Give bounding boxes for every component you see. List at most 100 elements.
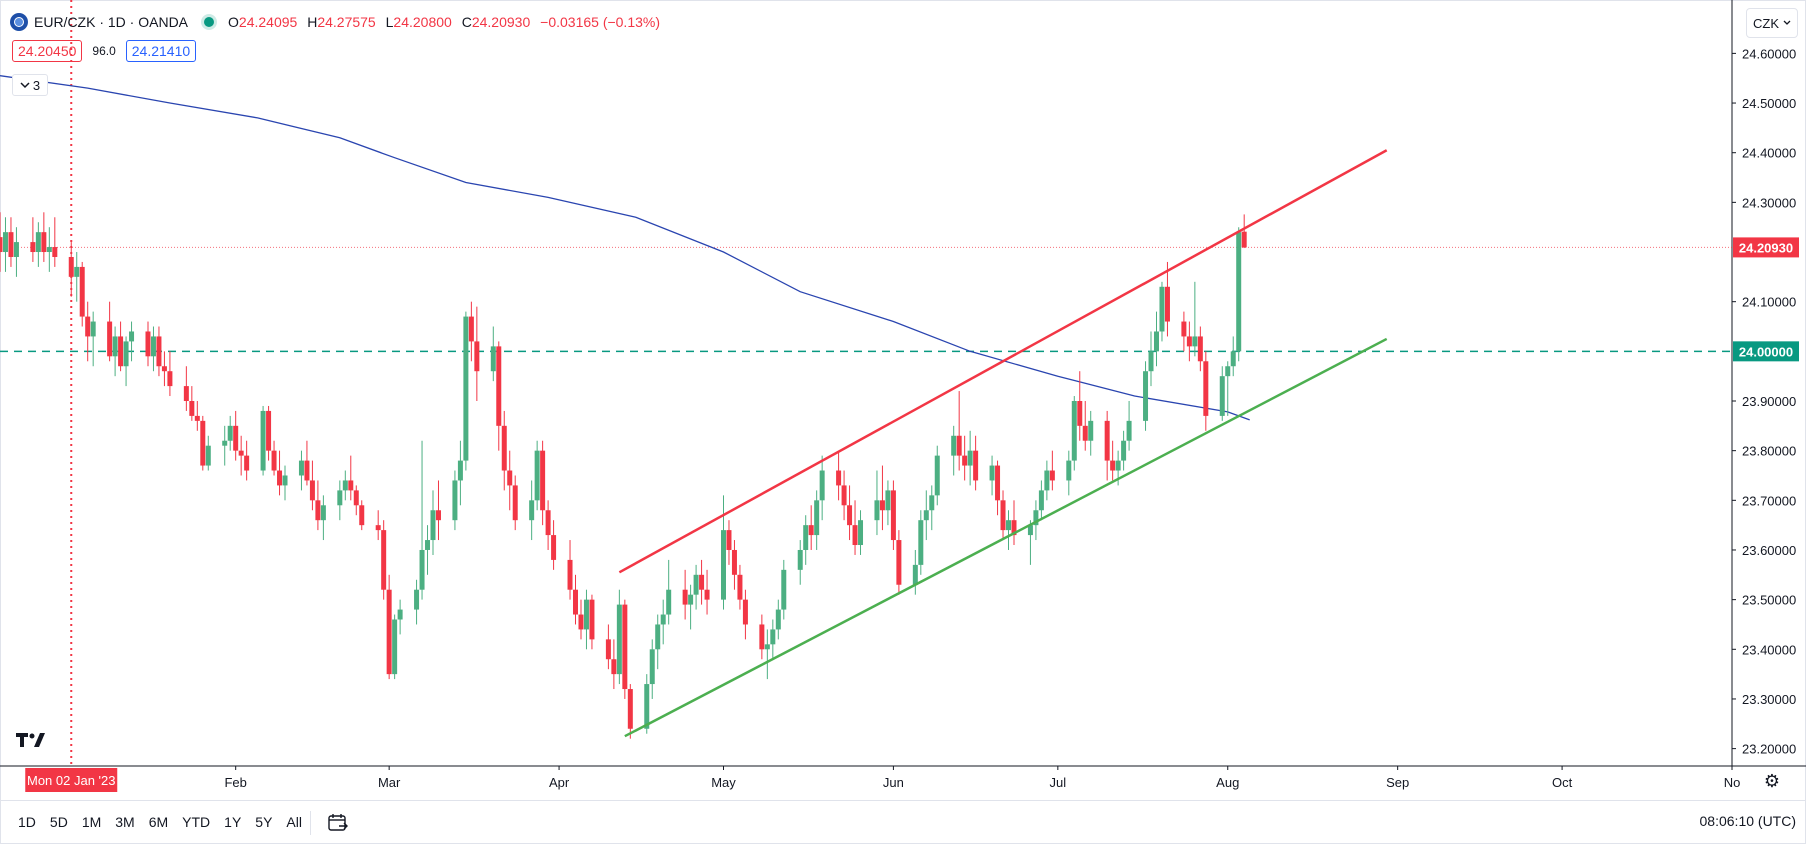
candle-body[interactable]	[836, 470, 842, 486]
candle-body[interactable]	[271, 450, 277, 471]
candle-body[interactable]	[266, 410, 272, 451]
candle-body[interactable]	[874, 500, 880, 521]
candle-body[interactable]	[1082, 425, 1088, 441]
candle-body[interactable]	[200, 420, 206, 466]
candle-body[interactable]	[8, 232, 14, 257]
candle-body[interactable]	[386, 589, 392, 675]
candle-body[interactable]	[1121, 440, 1127, 461]
candle-body[interactable]	[1236, 232, 1242, 352]
candle-body[interactable]	[1071, 401, 1077, 461]
candle-body[interactable]	[183, 386, 189, 401]
candle-body[interactable]	[123, 341, 129, 367]
candle-body[interactable]	[13, 242, 19, 257]
candle-body[interactable]	[934, 455, 940, 496]
candle-body[interactable]	[814, 500, 820, 536]
candle-body[interactable]	[1181, 321, 1187, 337]
candle-body[interactable]	[1104, 420, 1110, 461]
candle-body[interactable]	[759, 624, 765, 650]
candle-body[interactable]	[1033, 510, 1039, 526]
candle-body[interactable]	[879, 500, 885, 511]
candle-body[interactable]	[726, 530, 732, 550]
candle-body[interactable]	[704, 589, 710, 600]
candle-body[interactable]	[770, 629, 776, 645]
candle-body[interactable]	[30, 242, 36, 253]
candle-body[interactable]	[1197, 336, 1203, 362]
candle-body[interactable]	[912, 564, 918, 585]
range-button-all[interactable]: All	[286, 814, 302, 830]
candle-body[interactable]	[79, 266, 85, 317]
candle-body[interactable]	[282, 475, 288, 486]
candle-body[interactable]	[1126, 420, 1132, 441]
chart-settings-button[interactable]: ⚙	[1758, 770, 1786, 792]
candle-body[interactable]	[309, 480, 315, 501]
candle-body[interactable]	[1148, 351, 1154, 372]
candle-body[interactable]	[666, 589, 672, 615]
candle-body[interactable]	[353, 490, 359, 506]
candle-body[interactable]	[435, 510, 441, 521]
candle-body[interactable]	[41, 232, 47, 253]
candle-body[interactable]	[501, 425, 507, 471]
candle-body[interactable]	[682, 589, 688, 605]
candle-body[interactable]	[52, 247, 58, 257]
candle-body[interactable]	[956, 435, 962, 456]
candle-body[interactable]	[841, 485, 847, 506]
candle-body[interactable]	[583, 599, 589, 630]
candle-body[interactable]	[298, 460, 304, 476]
candle-body[interactable]	[967, 450, 973, 466]
candle-body[interactable]	[1153, 331, 1159, 352]
indicators-toggle-button[interactable]: 3	[12, 74, 48, 96]
candle-body[interactable]	[1241, 231, 1247, 248]
candle-body[interactable]	[35, 232, 41, 253]
candle-body[interactable]	[1186, 336, 1192, 347]
candle-body[interactable]	[205, 445, 211, 466]
utc-clock[interactable]: 08:06:10 (UTC)	[1699, 813, 1796, 829]
candle-body[interactable]	[699, 574, 705, 590]
candle-body[interactable]	[1159, 286, 1165, 332]
candle-body[interactable]	[46, 247, 52, 253]
range-button-3m[interactable]: 3M	[115, 814, 135, 830]
candle-body[interactable]	[112, 336, 118, 357]
candle-body[interactable]	[452, 480, 458, 521]
candle-body[interactable]	[1077, 401, 1083, 426]
candle-body[interactable]	[551, 535, 557, 560]
candle-body[interactable]	[244, 455, 250, 471]
range-button-5y[interactable]: 5Y	[255, 814, 273, 830]
currency-select[interactable]: CZK	[1746, 8, 1798, 38]
candle-body[interactable]	[414, 589, 420, 610]
candle-body[interactable]	[929, 495, 935, 511]
candle-body[interactable]	[995, 465, 1001, 501]
candle-body[interactable]	[342, 480, 348, 491]
candle-body[interactable]	[1027, 525, 1033, 536]
candle-body[interactable]	[693, 574, 699, 595]
candle-body[interactable]	[512, 485, 518, 521]
candle-body[interactable]	[962, 455, 968, 466]
candle-body[interactable]	[194, 415, 200, 421]
candle-body[interactable]	[529, 500, 535, 521]
candle-body[interactable]	[337, 490, 343, 506]
candle-body[interactable]	[457, 460, 463, 481]
candle-body[interactable]	[227, 425, 233, 441]
range-button-1d[interactable]: 1D	[18, 814, 36, 830]
buy-price-button[interactable]: 24.21410	[125, 40, 197, 62]
candle-body[interactable]	[627, 689, 633, 729]
candle-body[interactable]	[896, 540, 902, 585]
candle-body[interactable]	[781, 569, 787, 610]
candle-body[interactable]	[1066, 460, 1072, 481]
candle-body[interactable]	[847, 505, 853, 526]
candle-body[interactable]	[688, 594, 694, 605]
range-button-1y[interactable]: 1Y	[224, 814, 242, 830]
candle-body[interactable]	[189, 401, 195, 416]
candle-body[interactable]	[737, 574, 743, 600]
price-chart[interactable]: 24.60000 24.50000 24.40000 24.30000 24.10000…	[0, 0, 1806, 800]
candle-body[interactable]	[923, 510, 929, 521]
candle-body[interactable]	[2, 232, 8, 253]
candle-body[interactable]	[90, 321, 96, 337]
candle-body[interactable]	[852, 525, 858, 546]
channel-bottom-trendline[interactable]	[624, 337, 1388, 738]
candle-body[interactable]	[156, 336, 162, 367]
candle-body[interactable]	[808, 525, 814, 536]
candle-body[interactable]	[540, 450, 546, 511]
candle-body[interactable]	[85, 316, 91, 337]
candle-body[interactable]	[989, 465, 995, 481]
candle-body[interactable]	[567, 559, 573, 590]
